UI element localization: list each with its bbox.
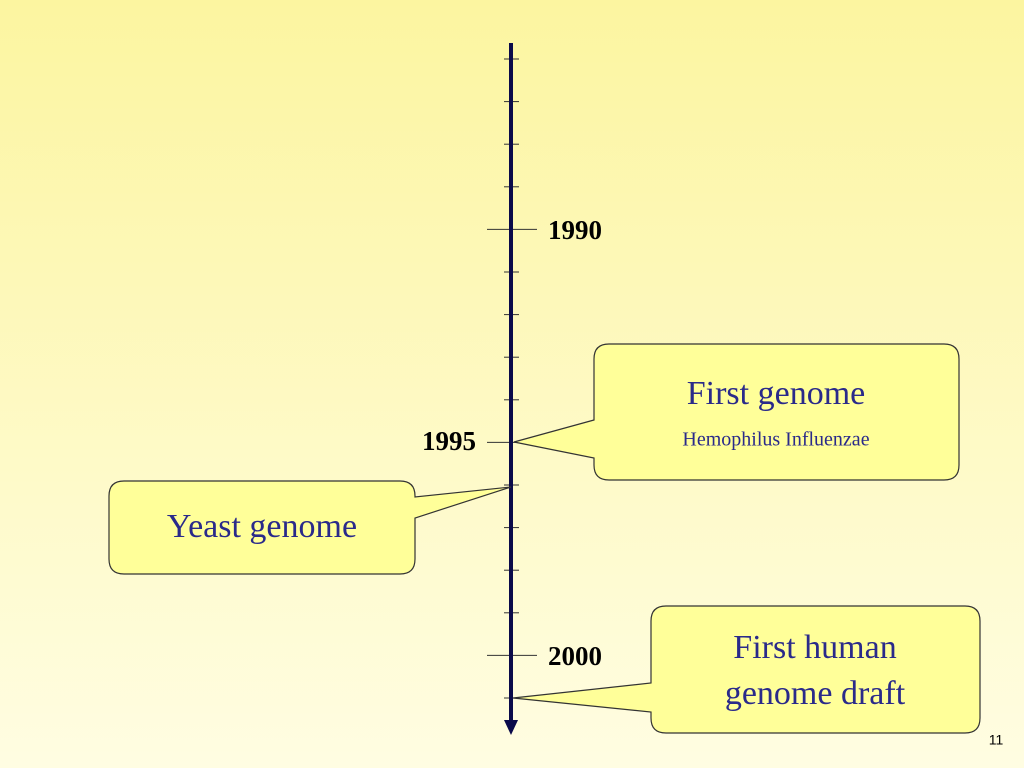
timeline-arrow (504, 720, 518, 735)
callout-title: First human (733, 629, 896, 666)
callout-box (513, 343, 960, 481)
callout-subtitle: Hemophilus Influenzae (682, 429, 869, 451)
callout-box (512, 605, 981, 734)
year-label: 1990 (548, 215, 602, 245)
callout-title: First genome (687, 375, 865, 412)
page-number: 11 (989, 732, 1004, 748)
callout-title: Yeast genome (167, 508, 357, 545)
year-label: 2000 (548, 641, 602, 671)
callout-box (108, 480, 512, 575)
callout-title: genome draft (725, 675, 906, 712)
year-label: 1995 (422, 426, 476, 456)
